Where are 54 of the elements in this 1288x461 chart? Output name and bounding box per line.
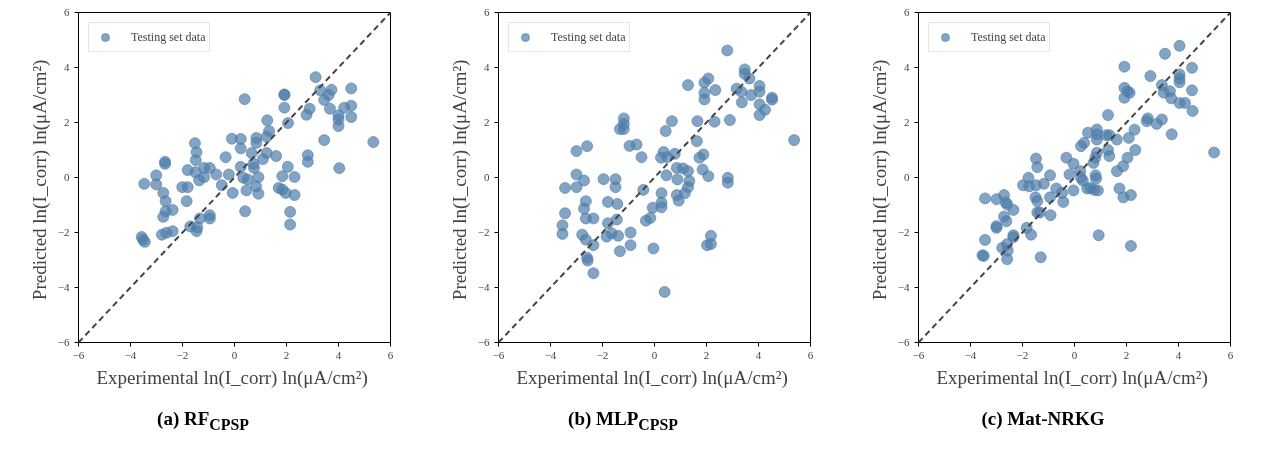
x-tick-label: 0 (231, 348, 238, 361)
x-tick-label: −2 (1016, 348, 1029, 361)
y-tick-label: 2 (904, 116, 910, 128)
x-tick-label: −4 (544, 348, 557, 361)
x-tick-label: −6 (72, 348, 85, 361)
x-tick-label: 0 (651, 348, 658, 361)
y-tick-label: 4 (904, 61, 910, 73)
text: (c) Mat-NRKG (980, 407, 1106, 431)
y-tick-label: 4 (484, 61, 490, 73)
x-tick-label: 4 (755, 348, 762, 361)
x-axis-title: Experimental ln(I_corr) ln(μA/cm²) (96, 366, 368, 389)
y-tick-label: −4 (477, 281, 490, 293)
x-tick-label: 4 (335, 348, 342, 361)
x-tick-label: 2 (283, 348, 290, 361)
x-tick-label: 2 (703, 348, 710, 361)
x-axis-title: Experimental ln(I_corr) ln(μA/cm²) (936, 366, 1208, 389)
y-tick-label: 0 (904, 171, 910, 183)
y-axis-title: Predicted ln(I_corr) ln(μA/cm²) (448, 59, 471, 301)
x-tick-label: −6 (912, 348, 925, 361)
x-tick-label: 4 (1175, 348, 1182, 361)
legend-label: Testing set data (971, 29, 1046, 45)
text: (b) MLP$_{CPSP}$ (567, 407, 679, 435)
legend-label: Testing set data (131, 29, 206, 45)
y-tick-label: −4 (57, 281, 70, 293)
y-tick-label: 4 (64, 61, 70, 73)
y-tick-label: −4 (897, 281, 910, 293)
x-axis-title: Experimental ln(I_corr) ln(μA/cm²) (516, 366, 788, 389)
y-tick-label: −2 (477, 226, 490, 238)
y-tick-label: −6 (57, 336, 70, 348)
y-tick-label: 2 (484, 116, 490, 128)
y-tick-label: −6 (897, 336, 910, 348)
x-tick-label: 0 (1071, 348, 1078, 361)
y-tick-label: −6 (477, 336, 490, 348)
x-tick-label: −6 (492, 348, 505, 361)
y-tick-label: −2 (57, 226, 70, 238)
x-tick-label: 6 (807, 348, 814, 361)
y-tick-label: 6 (904, 6, 910, 18)
y-axis-title: Predicted ln(I_corr) ln(μA/cm²) (868, 59, 891, 301)
y-tick-label: 2 (64, 116, 70, 128)
x-tick-label: −2 (596, 348, 609, 361)
y-tick-label: 0 (484, 171, 490, 183)
x-tick-label: −2 (176, 348, 189, 361)
x-tick-label: 6 (1227, 348, 1234, 361)
y-tick-label: 0 (64, 171, 70, 183)
x-tick-label: 2 (1123, 348, 1130, 361)
y-tick-label: 6 (484, 6, 490, 18)
x-tick-label: −4 (964, 348, 977, 361)
y-axis-title: Predicted ln(I_corr) ln(μA/cm²) (28, 59, 51, 301)
x-tick-label: 6 (387, 348, 394, 361)
legend-label: Testing set data (551, 29, 626, 45)
x-tick-label: −4 (124, 348, 137, 361)
y-tick-label: −2 (897, 226, 910, 238)
y-tick-label: 6 (64, 6, 70, 18)
text: (a) RF$_{CPSP}$ (156, 407, 250, 435)
